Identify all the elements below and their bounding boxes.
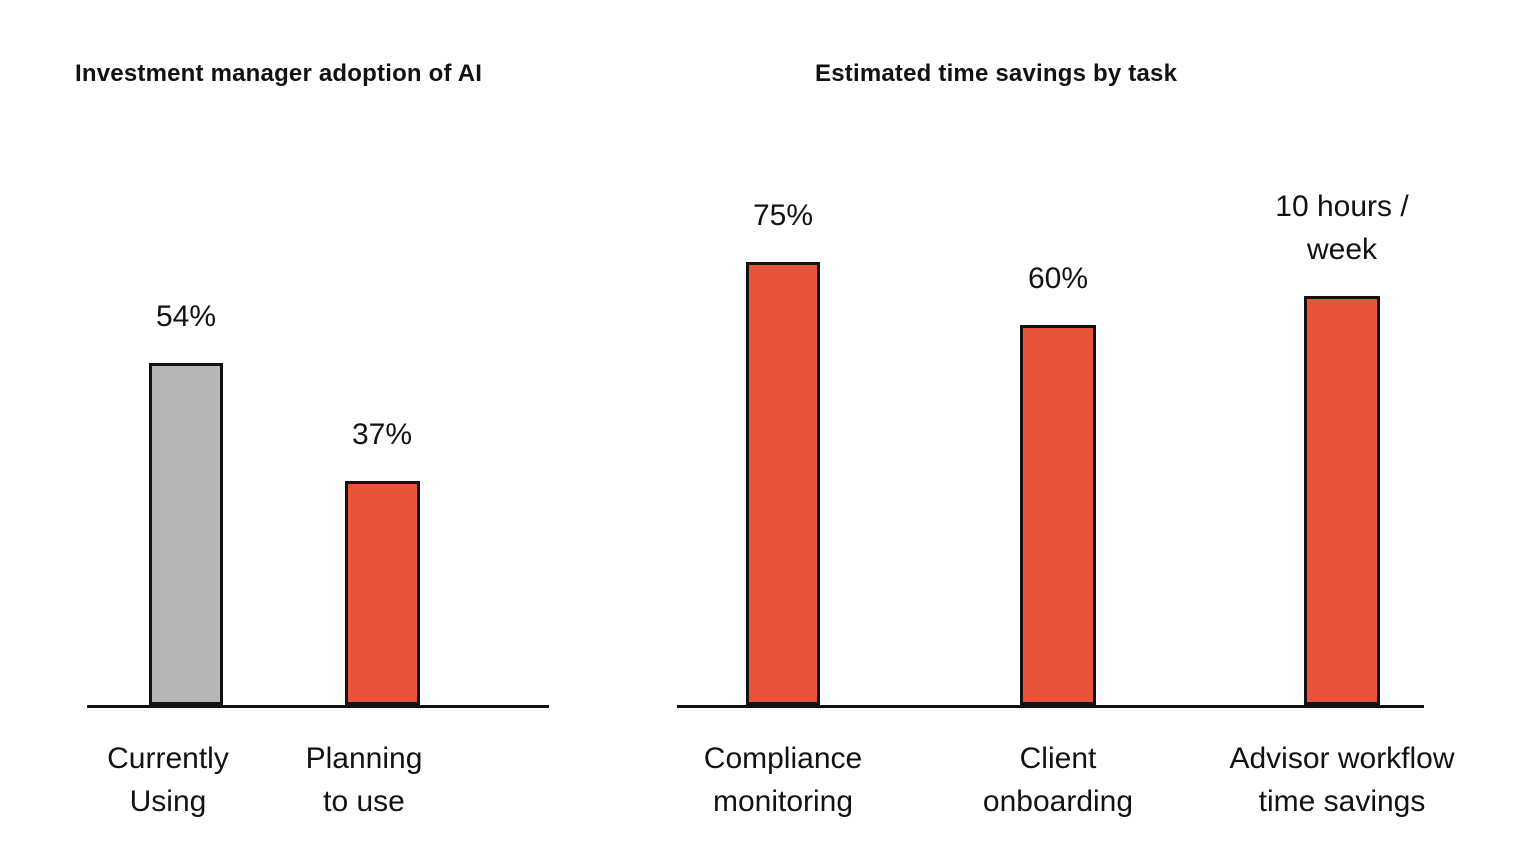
value-label-planning-to-use: 37% [351,418,413,451]
category-label-compliance-monitoring: Compliance monitoring [703,742,863,818]
x-axis-baseline [677,705,1424,708]
value-label-advisor-workflow-time-savings: 10 hours / week [1275,190,1409,266]
value-label-currently-using: 54% [155,300,217,333]
bar-planning-to-use [344,481,420,705]
chart-title-adoption: Investment manager adoption of AI [75,60,483,87]
category-label-advisor-workflow-time-savings: Advisor workflow time savings [1229,742,1455,818]
value-label-client-onboarding: 60% [1027,262,1089,295]
bar-currently-using [149,363,223,705]
category-label-planning-to-use: Planning to use [305,742,423,818]
x-axis-baseline [87,705,549,708]
value-label-compliance-monitoring: 75% [752,199,814,232]
bar-client-onboarding [1020,325,1096,705]
bar-compliance-monitoring [746,262,820,705]
chart-title-time-savings: Estimated time savings by task [815,60,1178,87]
bar-advisor-workflow-time-savings [1304,296,1380,705]
category-label-client-onboarding: Client onboarding [982,742,1134,818]
category-label-currently-using: Currently Using [107,742,229,818]
